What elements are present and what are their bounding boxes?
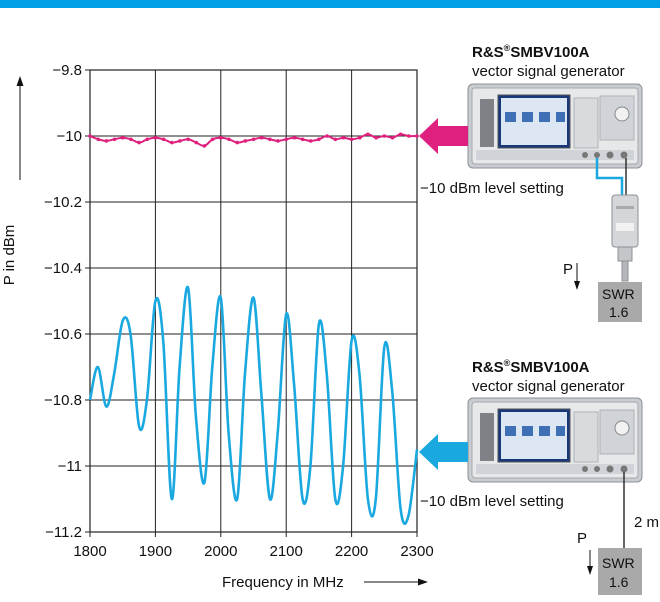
series-line-1 <box>88 285 419 526</box>
top-accent-rule <box>0 0 660 8</box>
x-axis-title: Frequency in MHz <box>222 574 344 591</box>
y-tick-labels: −9.8 −10 −10.2 −10.4 −10.6 −10.8 −11 −11.2 <box>44 62 82 541</box>
top-swr-label: SWR <box>602 286 635 302</box>
y-tick-label: −10 <box>57 128 82 145</box>
top-output-arrow <box>419 118 468 154</box>
series-0-point <box>186 137 190 142</box>
series-0-point <box>276 139 280 143</box>
y-tick-label: −11 <box>58 458 82 475</box>
series-0-point <box>219 135 223 140</box>
series-0-point <box>333 137 338 142</box>
top-p-label: P <box>563 261 573 278</box>
x-tick-label: 2300 <box>400 543 433 560</box>
series-0-point <box>374 135 378 140</box>
bottom-device-subtitle: vector signal generator <box>472 378 625 395</box>
top-device-title: R&S®SMBV100A <box>472 43 590 61</box>
bottom-swr-box <box>598 548 642 595</box>
plot-frame <box>89 69 418 533</box>
y-axis-title: P in dBm <box>1 225 18 286</box>
series-0-point <box>161 137 166 142</box>
x-tick-label: 2100 <box>270 543 303 560</box>
series-0-point <box>88 134 92 138</box>
series-0-point <box>202 144 207 148</box>
series-0-point <box>292 135 297 140</box>
series-0-point <box>178 139 182 143</box>
y-tick-label: −9.8 <box>52 62 82 79</box>
top-swr-value: 1.6 <box>609 304 629 320</box>
y-axis-arrow-head <box>16 76 24 86</box>
top-sensor-cable <box>595 158 624 196</box>
series-0-point <box>235 140 239 145</box>
power-sensor-top <box>611 194 639 282</box>
top-swr-box <box>598 282 642 322</box>
series-0-point <box>251 137 256 142</box>
x-tick-label: 2000 <box>204 543 237 560</box>
series-0-point <box>415 134 419 138</box>
bottom-swr-label: SWR <box>602 555 635 571</box>
x-axis-arrow-head <box>418 578 428 586</box>
series-0-point <box>129 137 133 142</box>
x-tick-labels: 1800 1900 2000 2100 2200 2300 <box>73 543 433 560</box>
bottom-device-title: R&S®SMBV100A <box>472 358 590 376</box>
series-0-point <box>243 139 248 143</box>
cable-length-label: 2 m <box>634 514 659 531</box>
x-tick-label: 2200 <box>335 543 368 560</box>
series-0-point <box>398 132 403 137</box>
top-p-arrow-head <box>574 281 580 290</box>
series-0-point <box>407 134 411 138</box>
series-0-point <box>366 132 370 137</box>
series-0-point <box>358 135 362 140</box>
series-0-point <box>382 134 387 138</box>
series-0-point <box>349 137 354 142</box>
y-tick-label: −10.6 <box>44 326 82 343</box>
top-level-setting: −10 dBm level setting <box>420 180 564 197</box>
x-tick-label: 1900 <box>139 543 172 560</box>
bottom-output-arrow <box>419 434 468 470</box>
bottom-level-setting: −10 dBm level setting <box>420 493 564 510</box>
series-0-point <box>325 134 329 138</box>
series-0-point <box>170 140 174 145</box>
y-tick-label: −10.8 <box>44 392 82 409</box>
series-0-point <box>137 140 141 145</box>
series-0-point <box>390 135 395 140</box>
series-0-point <box>284 137 289 142</box>
bottom-p-label: P <box>577 530 587 547</box>
series-0-point <box>104 139 109 143</box>
bottom-p-arrow-head <box>587 566 593 575</box>
y-tick-label: −11.2 <box>45 524 82 541</box>
series-0-point <box>259 135 264 140</box>
series-layer <box>88 132 419 526</box>
series-0-point <box>227 137 231 142</box>
series-0-point <box>153 135 158 140</box>
bottom-swr-value: 1.6 <box>609 574 629 590</box>
series-0-point <box>120 135 125 140</box>
y-tick-label: −10.4 <box>44 260 82 277</box>
series-0-point <box>145 137 149 142</box>
series-0-point <box>194 140 199 145</box>
bottom-signal-generator <box>467 397 643 483</box>
top-signal-generator <box>467 83 643 169</box>
y-tick-label: −10.2 <box>44 194 82 211</box>
series-0-point <box>300 137 305 142</box>
series-0-point <box>308 139 313 143</box>
top-device-subtitle: vector signal generator <box>472 63 625 80</box>
series-0-point <box>341 135 346 140</box>
series-0-point <box>96 137 100 142</box>
series-0-point <box>112 137 117 142</box>
series-0-point <box>268 137 272 142</box>
x-tick-label: 1800 <box>73 543 106 560</box>
series-0-point <box>210 137 215 142</box>
series-0-point <box>317 137 321 142</box>
